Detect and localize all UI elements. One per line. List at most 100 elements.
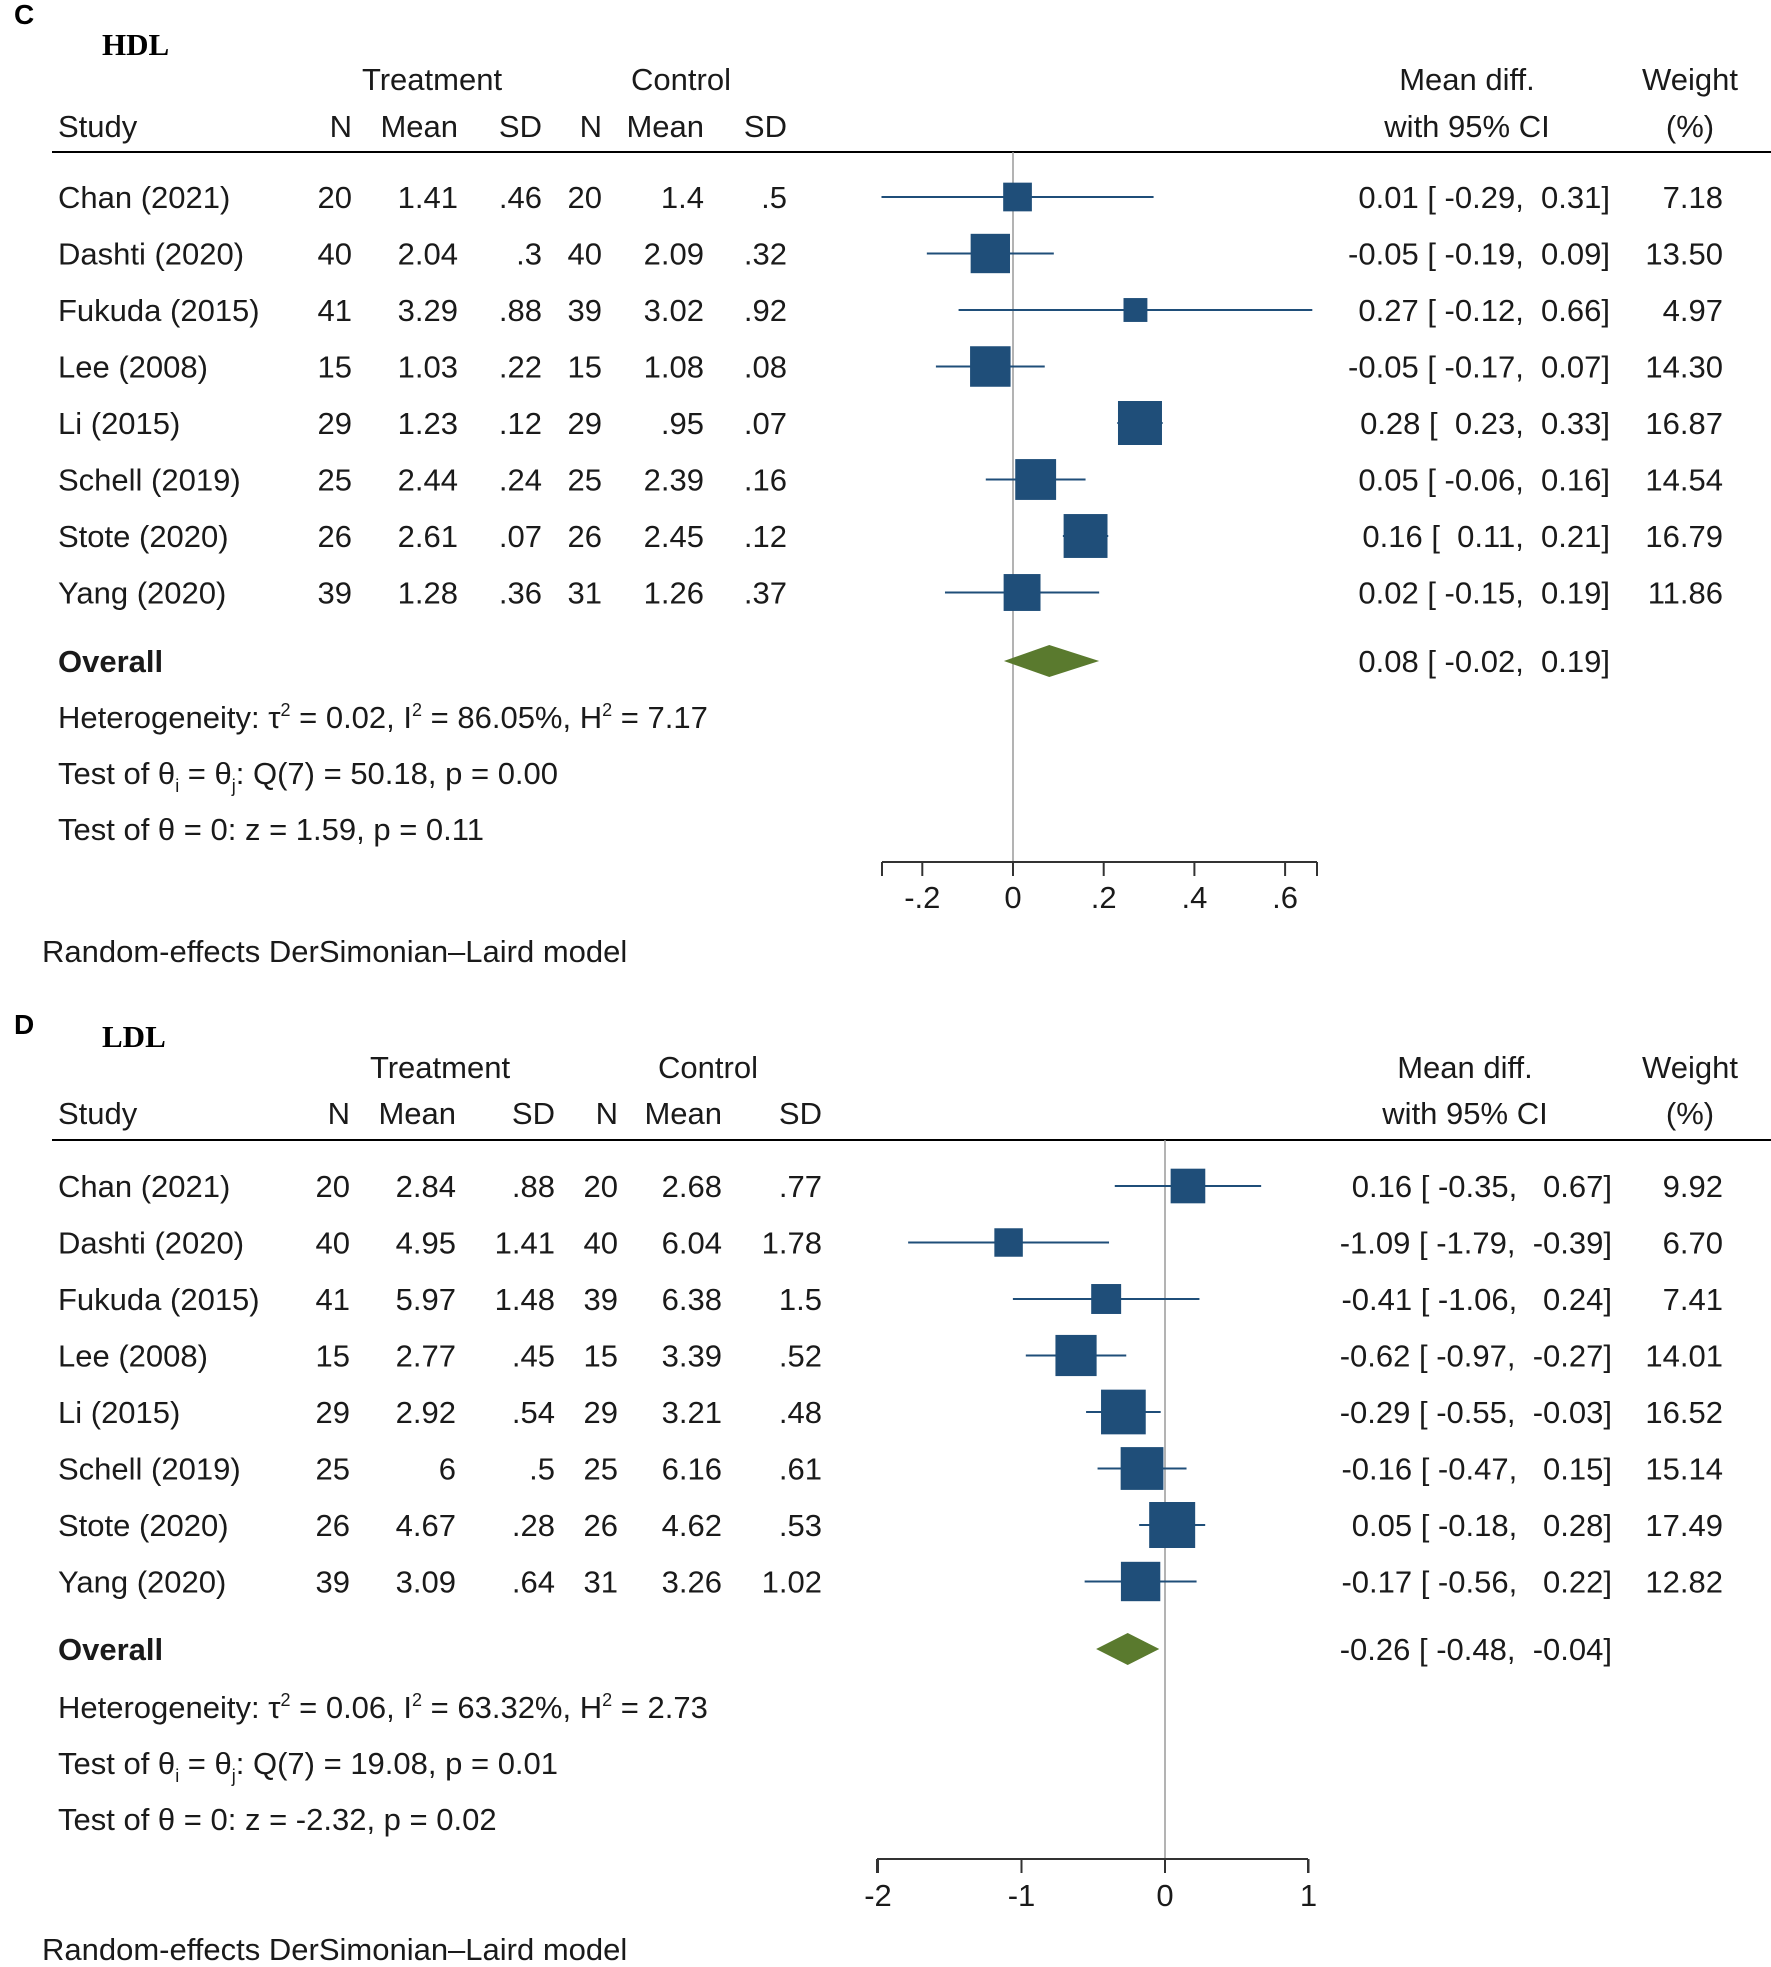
treatment-n: 29 bbox=[318, 406, 352, 441]
treatment-n: 20 bbox=[316, 1169, 350, 1204]
heterogeneity-tau-val: = 0.06, I bbox=[291, 1690, 413, 1725]
treatment-n: 26 bbox=[316, 1508, 350, 1543]
x-axis-tick-label: 0 bbox=[1004, 880, 1021, 915]
effect-marker bbox=[1055, 1334, 1097, 1377]
header-control-sd: SD bbox=[744, 109, 787, 144]
treatment-n: 15 bbox=[318, 350, 352, 385]
header-treatment-n: N bbox=[330, 109, 352, 144]
weight-label: 16.79 bbox=[1645, 519, 1723, 554]
study-name: Yang (2020) bbox=[58, 576, 226, 611]
study-name: Chan (2021) bbox=[58, 180, 230, 215]
header-effect: Mean diff. bbox=[1399, 62, 1535, 97]
control-sd: .32 bbox=[744, 237, 787, 272]
effect-ci-label: -0.17 [ -0.56, 0.22] bbox=[1341, 1565, 1612, 1600]
treatment-mean: 6 bbox=[439, 1452, 456, 1487]
control-mean: 1.4 bbox=[661, 180, 704, 215]
study-name: Li (2015) bbox=[58, 1395, 180, 1430]
header-effect-ci: with 95% CI bbox=[1383, 109, 1549, 144]
control-mean: 6.16 bbox=[662, 1452, 722, 1487]
heterogeneity-h-sup: 2 bbox=[602, 700, 612, 720]
treatment-n: 40 bbox=[318, 237, 352, 272]
treatment-n: 41 bbox=[316, 1282, 350, 1317]
treatment-sd: 1.48 bbox=[495, 1282, 555, 1317]
study-name: Fukuda (2015) bbox=[58, 1282, 260, 1317]
treatment-n: 39 bbox=[316, 1565, 350, 1600]
treatment-sd: .5 bbox=[529, 1452, 555, 1487]
weight-label: 17.49 bbox=[1645, 1508, 1723, 1543]
treatment-mean: 1.23 bbox=[398, 406, 458, 441]
weight-label: 16.87 bbox=[1645, 406, 1723, 441]
treatment-mean: 4.95 bbox=[396, 1226, 456, 1261]
overall-label: Overall bbox=[58, 644, 163, 679]
x-axis-tick-label: .6 bbox=[1272, 880, 1298, 915]
header-treatment-n: N bbox=[328, 1096, 350, 1131]
control-n: 20 bbox=[568, 180, 602, 215]
x-axis-tick-label: 1 bbox=[1300, 1878, 1317, 1913]
control-sd: .12 bbox=[744, 519, 787, 554]
control-mean: 6.04 bbox=[662, 1226, 722, 1261]
control-n: 31 bbox=[584, 1565, 618, 1600]
treatment-sd: .46 bbox=[499, 180, 542, 215]
weight-label: 13.50 bbox=[1645, 237, 1723, 272]
effect-ci-label: -0.41 [ -1.06, 0.24] bbox=[1341, 1282, 1612, 1317]
effect-ci-label: -0.62 [ -0.97, -0.27] bbox=[1340, 1339, 1612, 1374]
effect-ci-label: 0.05 [ -0.06, 0.16] bbox=[1358, 463, 1610, 498]
heterogeneity-tau-val: = 0.02, I bbox=[291, 700, 413, 735]
control-n: 31 bbox=[568, 576, 602, 611]
model-footnote: Random-effects DerSimonian–Laird model bbox=[42, 1932, 627, 1967]
study-name: Schell (2019) bbox=[58, 1452, 241, 1487]
control-n: 40 bbox=[584, 1226, 618, 1261]
x-axis-tick-label: .4 bbox=[1181, 880, 1207, 915]
header-effect-ci: with 95% CI bbox=[1381, 1096, 1547, 1131]
control-n: 40 bbox=[568, 237, 602, 272]
control-sd: .92 bbox=[744, 293, 787, 328]
q-test-a: Test of θ bbox=[58, 1746, 175, 1781]
effect-ci-label: 0.27 [ -0.12, 0.66] bbox=[1358, 293, 1610, 328]
control-n: 39 bbox=[584, 1282, 618, 1317]
effect-marker bbox=[1149, 1502, 1196, 1548]
heterogeneity-tau-sup: 2 bbox=[280, 1690, 290, 1710]
study-name: Li (2015) bbox=[58, 406, 180, 441]
treatment-sd: .22 bbox=[499, 350, 542, 385]
treatment-mean: 2.44 bbox=[398, 463, 458, 498]
header-control-mean: Mean bbox=[644, 1096, 722, 1131]
treatment-n: 29 bbox=[316, 1395, 350, 1430]
effect-marker bbox=[970, 346, 1011, 387]
control-mean: 3.21 bbox=[662, 1395, 722, 1430]
q-test-sub-i: i bbox=[175, 1766, 179, 1786]
q-test-c: : Q(7) = 19.08, p = 0.01 bbox=[236, 1746, 558, 1781]
header-weight: Weight bbox=[1642, 62, 1738, 97]
control-mean: 1.26 bbox=[644, 576, 704, 611]
treatment-n: 25 bbox=[316, 1452, 350, 1487]
effect-marker bbox=[1063, 514, 1108, 558]
x-axis-tick-label: -2 bbox=[864, 1878, 892, 1913]
control-mean: 1.08 bbox=[644, 350, 704, 385]
header-control-sd: SD bbox=[779, 1096, 822, 1131]
header-effect: Mean diff. bbox=[1397, 1050, 1533, 1085]
weight-label: 14.54 bbox=[1645, 463, 1723, 498]
weight-label: 14.01 bbox=[1645, 1339, 1723, 1374]
header-weight-unit: (%) bbox=[1666, 109, 1714, 144]
control-mean: 2.09 bbox=[644, 237, 704, 272]
x-axis-tick-label: .2 bbox=[1091, 880, 1117, 915]
effect-ci-label: -0.29 [ -0.55, -0.03] bbox=[1340, 1395, 1612, 1430]
control-sd: .08 bbox=[744, 350, 787, 385]
weight-label: 16.52 bbox=[1645, 1395, 1723, 1430]
weight-label: 9.92 bbox=[1663, 1169, 1723, 1204]
overall-label: Overall bbox=[58, 1632, 163, 1667]
overall-ci-label: -0.26 [ -0.48, -0.04] bbox=[1340, 1632, 1612, 1667]
overall-diamond bbox=[1003, 645, 1100, 677]
control-mean: 4.62 bbox=[662, 1508, 722, 1543]
weight-label: 4.97 bbox=[1663, 293, 1723, 328]
effect-marker bbox=[1120, 1447, 1164, 1490]
control-n: 26 bbox=[584, 1508, 618, 1543]
treatment-mean: 3.09 bbox=[396, 1565, 456, 1600]
effect-ci-label: 0.28 [ 0.23, 0.33] bbox=[1360, 406, 1610, 441]
effect-marker bbox=[1101, 1389, 1146, 1435]
header-treatment-mean: Mean bbox=[380, 109, 458, 144]
header-control-mean: Mean bbox=[626, 109, 704, 144]
control-sd: 1.78 bbox=[762, 1226, 822, 1261]
treatment-mean: 2.61 bbox=[398, 519, 458, 554]
x-axis-tick-label: -1 bbox=[1008, 1878, 1036, 1913]
z-test-stats: Test of θ = 0: z = -2.32, p = 0.02 bbox=[58, 1802, 497, 1837]
